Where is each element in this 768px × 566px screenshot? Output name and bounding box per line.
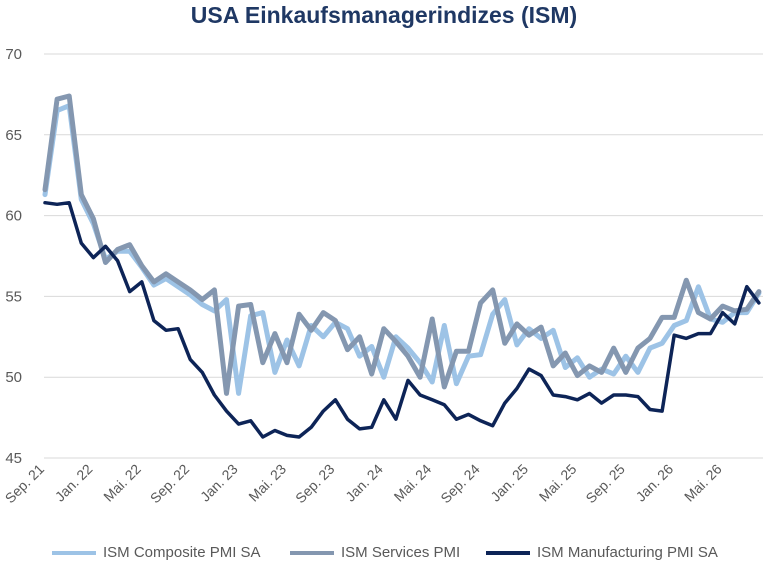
y-tick-label: 45 xyxy=(5,450,22,467)
series-line-2 xyxy=(42,93,762,396)
x-tick-label: Sep. 23 xyxy=(292,461,338,507)
legend-swatch xyxy=(486,550,530,555)
x-tick-label: Jan. 24 xyxy=(342,461,386,505)
legend-item: ISM Composite PMI SA xyxy=(52,544,261,561)
x-axis-ticks: Sep. 21 Jan. 22 Mai. 22 Sep. 22 Jan. 23 Mai. … xyxy=(2,461,725,507)
y-tick-label: 55 xyxy=(5,288,22,305)
legend-swatch xyxy=(52,550,96,555)
legend-label: ISM Manufacturing PMI SA xyxy=(537,544,718,561)
x-tick-label: Mai. 22 xyxy=(100,461,144,505)
legend-swatch xyxy=(290,550,334,555)
chart-legend: ISM Composite PMI SA ISM Services PMI ISM … xyxy=(0,544,768,566)
legend-item: ISM Manufacturing PMI SA xyxy=(486,544,718,561)
chart-title: USA Einkaufsmanagerindizes (ISM) xyxy=(190,2,578,28)
x-tick-label: Mai. 24 xyxy=(391,461,435,505)
y-axis-ticks: 45 50 55 60 65 70 xyxy=(5,46,22,467)
x-tick-label: Mai. 25 xyxy=(536,461,580,505)
x-tick-label: Sep. 21 xyxy=(2,461,48,507)
x-tick-label: Jan. 25 xyxy=(487,461,531,505)
legend-label: ISM Composite PMI SA xyxy=(103,544,261,561)
x-tick-label: Mai. 26 xyxy=(681,461,725,505)
series-line-3 xyxy=(43,200,761,439)
y-tick-label: 65 xyxy=(5,127,22,144)
y-tick-label: 60 xyxy=(5,208,22,225)
gridlines xyxy=(44,53,763,459)
legend-label: ISM Services PMI xyxy=(341,544,461,561)
x-tick-label: Jan. 22 xyxy=(52,461,96,505)
x-tick-label: Sep. 24 xyxy=(437,461,483,507)
y-tick-label: 70 xyxy=(5,46,22,63)
x-tick-label: Jan. 23 xyxy=(197,461,241,505)
x-tick-label: Sep. 25 xyxy=(582,461,628,507)
x-tick-label: Jan. 26 xyxy=(633,461,677,505)
legend-item: ISM Services PMI xyxy=(290,544,460,561)
x-tick-label: Sep. 22 xyxy=(147,461,193,507)
series-line-1 xyxy=(42,103,762,396)
line-chart: Sep. 21 Jan. 22 Mai. 22 Sep. 22 Jan. 23 Mai. … xyxy=(2,46,763,507)
y-tick-label: 50 xyxy=(5,369,22,386)
series-lines xyxy=(42,93,762,439)
x-tick-label: Mai. 23 xyxy=(245,461,289,505)
